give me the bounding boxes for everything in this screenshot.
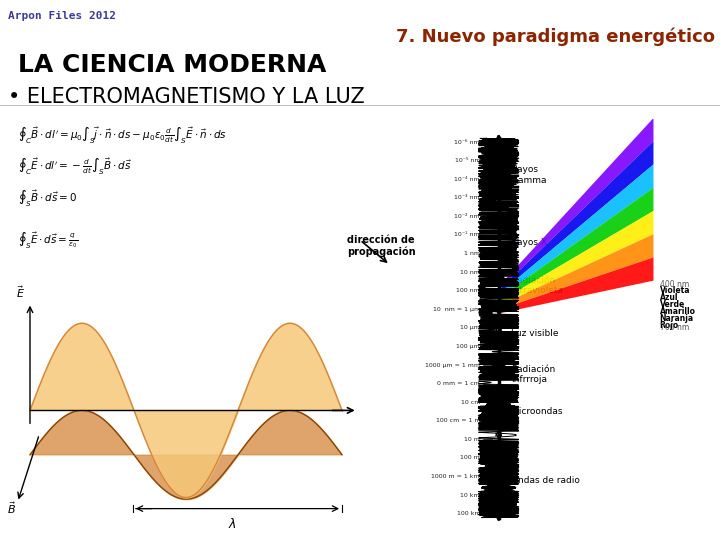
Text: 100 μm: 100 μm	[456, 344, 480, 349]
Text: 400 nm: 400 nm	[660, 280, 689, 289]
Polygon shape	[499, 234, 654, 309]
Polygon shape	[499, 141, 654, 294]
Text: 100 km: 100 km	[456, 511, 480, 516]
Text: 10 cm: 10 cm	[461, 400, 480, 404]
Text: dirección de
propagación: dirección de propagación	[347, 235, 415, 257]
Text: Violeta: Violeta	[660, 286, 690, 295]
Text: 10 km: 10 km	[461, 492, 480, 498]
Text: 10⁻⁵ nm: 10⁻⁵ nm	[454, 158, 480, 163]
Text: 10⁻⁴ nm: 10⁻⁴ nm	[454, 177, 480, 181]
Text: Arpon Files 2012: Arpon Files 2012	[8, 11, 116, 21]
Text: 10 μm: 10 μm	[460, 326, 480, 330]
Text: $\vec{B}$: $\vec{B}$	[6, 501, 16, 516]
Text: Azul: Azul	[660, 293, 678, 302]
Text: 7. Nuevo paradigma energético: 7. Nuevo paradigma energético	[396, 28, 715, 46]
Polygon shape	[499, 211, 654, 306]
Text: $\oint_S \vec{E} \cdot d\vec{s} = \frac{q}{\epsilon_0}$: $\oint_S \vec{E} \cdot d\vec{s} = \frac{…	[18, 230, 78, 251]
Text: 1000 μm = 1 mm: 1000 μm = 1 mm	[425, 362, 480, 368]
Polygon shape	[499, 188, 654, 302]
Text: 1000 m = 1 km: 1000 m = 1 km	[431, 474, 480, 479]
Text: 1 nm: 1 nm	[464, 251, 480, 256]
Text: Rayos X: Rayos X	[511, 238, 547, 247]
Text: Rayos
Gamma: Rayos Gamma	[511, 165, 546, 185]
Text: LA CIENCIA MODERNA: LA CIENCIA MODERNA	[18, 53, 326, 77]
Text: $\oint_S \vec{B} \cdot d\vec{s} = 0$: $\oint_S \vec{B} \cdot d\vec{s} = 0$	[18, 188, 77, 209]
Text: 10⁻¹ nm: 10⁻¹ nm	[454, 232, 480, 238]
Text: 10  nm = 1 μm: 10 nm = 1 μm	[433, 307, 480, 312]
Text: Radiación
ultravioleta: Radiación ultravioleta	[511, 275, 563, 295]
Text: Verde: Verde	[660, 300, 685, 309]
Text: $\lambda$: $\lambda$	[228, 517, 237, 530]
Text: 10 m: 10 m	[464, 437, 480, 442]
Text: Naranja: Naranja	[660, 314, 694, 323]
Polygon shape	[499, 258, 654, 314]
Polygon shape	[499, 118, 654, 291]
Text: Amarillo: Amarillo	[660, 307, 696, 316]
Text: Radiación
infrrroja: Radiación infrrroja	[511, 364, 555, 384]
Text: 100 nm: 100 nm	[456, 288, 480, 293]
Polygon shape	[499, 165, 654, 298]
Text: 0 mm = 1 cm: 0 mm = 1 cm	[437, 381, 480, 386]
Text: 100 m: 100 m	[460, 455, 480, 461]
Text: 10 nm: 10 nm	[460, 269, 480, 275]
Text: Rojo: Rojo	[660, 321, 679, 330]
Text: • ELECTROMAGNETISMO Y LA LUZ: • ELECTROMAGNETISMO Y LA LUZ	[8, 87, 365, 107]
Text: Luz visible: Luz visible	[511, 329, 559, 338]
Text: 10⁻² nm: 10⁻² nm	[454, 214, 480, 219]
Text: 10⁻⁶ nm: 10⁻⁶ nm	[454, 139, 480, 145]
Text: Ondas de radio: Ondas de radio	[511, 476, 580, 485]
Text: 700 nm: 700 nm	[660, 323, 689, 333]
Text: 100 cm = 1 m: 100 cm = 1 m	[436, 418, 480, 423]
Text: 10⁻³ nm: 10⁻³ nm	[454, 195, 480, 200]
Text: Microondas: Microondas	[511, 407, 562, 416]
Text: $\vec{E}$: $\vec{E}$	[16, 284, 25, 300]
Text: $\oint_C \vec{B} \cdot dl' = \mu_0 \int_S \vec{j} \cdot \vec{n} \cdot ds - \mu_0: $\oint_C \vec{B} \cdot dl' = \mu_0 \int_…	[18, 125, 227, 146]
Text: $\oint_C \vec{E} \cdot dl' = - \frac{d}{dt} \int_S \vec{B} \cdot d\vec{s}$: $\oint_C \vec{E} \cdot dl' = - \frac{d}{…	[18, 156, 132, 177]
